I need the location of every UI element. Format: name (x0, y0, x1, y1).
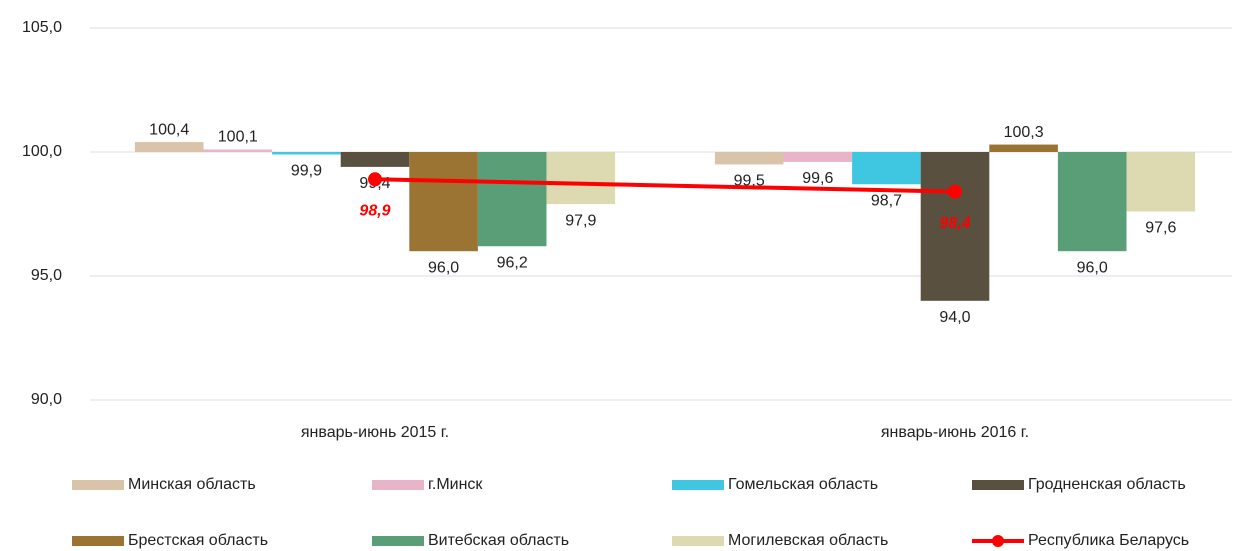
data-label: 96,2 (497, 254, 528, 271)
legend-swatch (372, 536, 424, 546)
bar (989, 144, 1058, 152)
legend-label: Республика Беларусь (1028, 532, 1189, 549)
legend-label: Витебская область (428, 532, 569, 549)
bar (852, 152, 921, 185)
data-label: 98,9 (359, 202, 390, 219)
data-label: 99,6 (802, 170, 833, 187)
y-tick-label: 105,0 (22, 19, 62, 36)
x-tick-label: январь-июнь 2015 г. (301, 424, 449, 441)
legend-swatch (72, 536, 124, 546)
data-label: 98,7 (871, 192, 902, 209)
legend-swatch (972, 480, 1024, 490)
data-label: 100,3 (1004, 124, 1044, 141)
bar (203, 149, 273, 152)
bar (1126, 152, 1196, 212)
line-marker (368, 172, 382, 187)
bar (272, 152, 341, 155)
bar (920, 152, 990, 301)
legend-label: Гродненская область (1028, 476, 1186, 493)
data-label: 99,9 (291, 163, 322, 180)
legend-label: г.Минск (428, 476, 483, 493)
data-label: 100,1 (218, 129, 258, 146)
legend-label: Могилевская область (728, 532, 888, 549)
legend-label: Гомельская область (728, 476, 878, 493)
x-tick-label: январь-июнь 2016 г. (881, 424, 1029, 441)
data-label: 96,0 (428, 259, 459, 276)
data-label: 97,9 (565, 212, 596, 229)
legend-label: Минская область (128, 476, 256, 493)
line (374, 177, 956, 194)
legend-label: Брестская область (128, 532, 268, 549)
data-label: 96,0 (1077, 259, 1108, 276)
data-label: 94,0 (939, 309, 970, 326)
y-tick-label: 90,0 (31, 391, 62, 408)
legend-swatch (992, 535, 1004, 547)
y-tick-label: 100,0 (22, 143, 62, 160)
data-label: 97,6 (1145, 220, 1176, 237)
bar (340, 152, 410, 167)
data-label: 100,4 (149, 121, 189, 138)
legend-swatch (672, 480, 724, 490)
bar (409, 152, 478, 252)
legend-swatch (72, 480, 124, 490)
bar (714, 152, 784, 165)
bar (546, 152, 616, 205)
bar (134, 142, 204, 152)
bar (783, 152, 853, 162)
bar (477, 152, 547, 247)
bar (1057, 152, 1127, 252)
line-marker (948, 184, 962, 199)
legend-swatch (372, 480, 424, 490)
y-tick-label: 95,0 (31, 267, 62, 284)
legend-swatch (672, 536, 724, 546)
data-label: 98,4 (939, 215, 970, 232)
